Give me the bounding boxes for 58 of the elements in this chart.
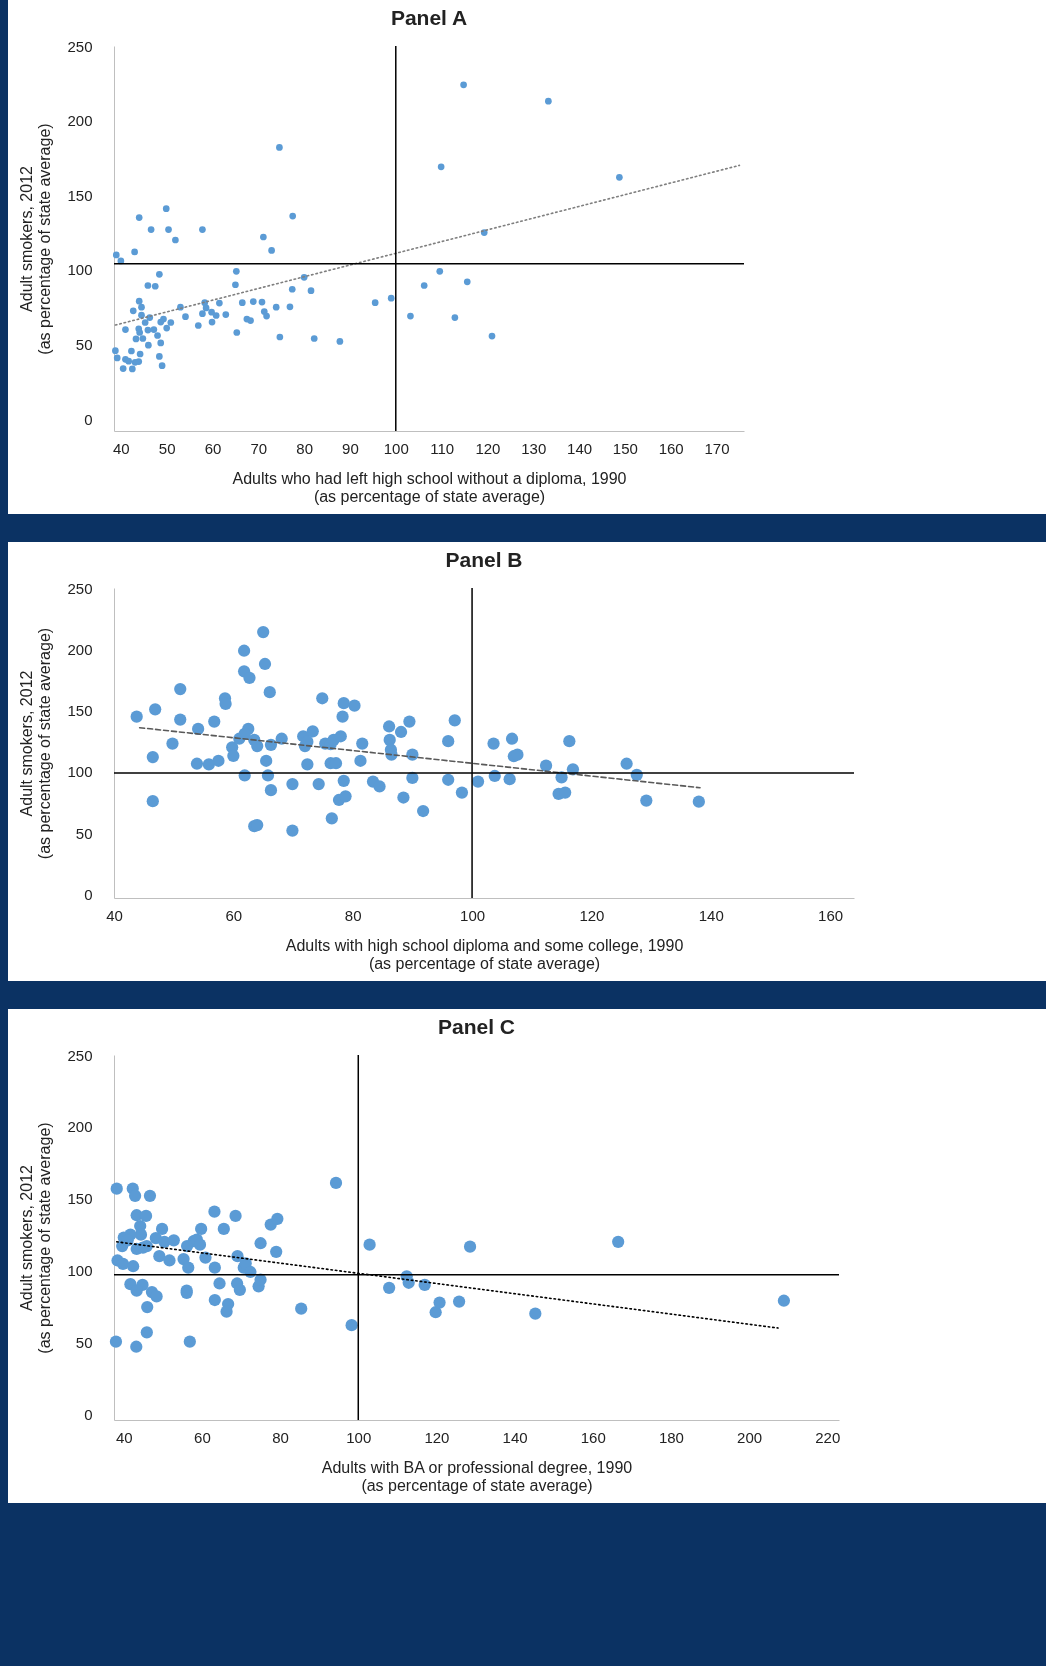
y-tick-label: 50 <box>75 335 93 353</box>
y-axis-title: Adult smokers, 2012 (as percentage of state average) <box>18 1122 54 1354</box>
y-tick-label: 150 <box>67 702 93 720</box>
chart-title: Panel B <box>445 548 523 571</box>
y-axis-title: Adult smokers, 2012 (as percentage of state average) <box>18 123 54 355</box>
y-tick-label: 200 <box>67 112 93 130</box>
x-tick-label: 140 <box>567 439 593 457</box>
x-tick-label: 180 <box>658 1428 684 1446</box>
chart-title: Panel A <box>390 6 468 29</box>
x-tick-label: 50 <box>158 439 176 457</box>
x-tick-label: 60 <box>204 439 222 457</box>
y-tick-label: 200 <box>67 640 93 658</box>
y-tick-label: 0 <box>84 1405 93 1423</box>
chart-title: Panel C <box>437 1015 516 1038</box>
x-tick-label: 70 <box>250 439 268 457</box>
x-axis-title: Adults with BA or professional degree, 1990 (as percentage of state average) <box>321 1458 633 1494</box>
x-tick-label: 100 <box>346 1428 372 1446</box>
y-tick-label: 250 <box>67 579 93 597</box>
x-tick-label: 140 <box>698 906 724 924</box>
x-tick-label: 140 <box>502 1428 528 1446</box>
y-tick-label: 250 <box>67 1046 93 1064</box>
x-tick-label: 150 <box>612 439 638 457</box>
x-tick-label: 170 <box>704 439 730 457</box>
y-tick-label: 50 <box>75 824 93 842</box>
x-tick-label: 90 <box>342 439 359 457</box>
y-tick-label: 50 <box>75 1333 93 1351</box>
x-tick-label: 80 <box>272 1428 289 1446</box>
x-tick-label: 60 <box>194 1428 211 1446</box>
y-tick-label: 100 <box>67 261 93 279</box>
x-tick-label: 80 <box>344 906 362 924</box>
x-tick-label: 120 <box>475 439 501 457</box>
x-axis-title: Adults who had left high school without a diploma, 1990 (as percentage of state average) <box>232 469 627 505</box>
x-tick-label: 200 <box>737 1428 763 1446</box>
x-tick-label: 160 <box>580 1428 606 1446</box>
x-tick-label: 80 <box>296 439 313 457</box>
x-tick-label: 40 <box>106 906 123 924</box>
x-tick-label: 160 <box>658 439 684 457</box>
y-tick-label: 150 <box>67 1190 93 1208</box>
x-tick-label: 40 <box>115 1428 133 1446</box>
x-tick-label: 40 <box>113 439 130 457</box>
x-tick-label: 120 <box>424 1428 450 1446</box>
y-tick-label: 250 <box>67 37 93 55</box>
y-tick-label: 0 <box>84 410 93 428</box>
x-tick-label: 100 <box>383 439 409 457</box>
y-tick-label: 100 <box>67 1262 93 1280</box>
y-tick-label: 150 <box>67 186 93 204</box>
x-tick-label: 60 <box>225 906 243 924</box>
x-axis-title: Adults with high school diploma and some college, 1990 (as percentage of state average) <box>285 936 684 972</box>
y-tick-label: 100 <box>67 763 93 781</box>
x-tick-label: 120 <box>579 906 605 924</box>
x-tick-label: 160 <box>818 906 844 924</box>
y-tick-label: 0 <box>84 885 93 903</box>
x-tick-label: 100 <box>460 906 486 924</box>
y-tick-label: 200 <box>67 1118 93 1136</box>
x-tick-label: 220 <box>815 1428 841 1446</box>
y-axis-title: Adult smokers, 2012 (as percentage of state average) <box>18 627 54 860</box>
x-tick-label: 110 <box>430 439 455 457</box>
x-tick-label: 130 <box>521 439 547 457</box>
